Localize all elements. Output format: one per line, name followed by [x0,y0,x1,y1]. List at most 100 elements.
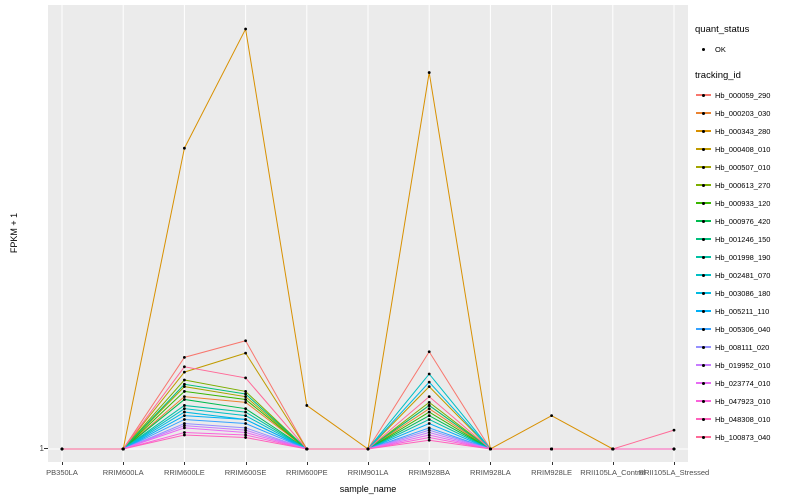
line-swatch-icon [695,159,712,176]
data-point [672,428,676,432]
legend-item-label: Hb_002481_070 [715,270,771,280]
line-swatch-icon [695,339,712,356]
point-marker-icon [702,129,705,133]
data-point [244,376,248,380]
legend-item-tracking-id: Hb_000507_010 [695,158,800,176]
line-swatch-icon [695,141,712,158]
data-point [244,400,248,404]
legend-item-tracking-id: Hb_047923_010 [695,392,800,410]
data-point [183,426,186,430]
data-point [244,431,248,434]
data-point [366,447,370,451]
legend-item-label: Hb_100873_040 [715,432,771,442]
data-point [427,436,431,439]
line-swatch-icon [695,393,712,410]
data-point [427,400,431,404]
line-swatch-icon [695,375,712,392]
data-point [183,414,186,418]
legend-item-tracking-id: Hb_000976_420 [695,212,800,230]
data-point [427,433,431,437]
data-point [611,447,615,451]
legend-item-label: Hb_005211_110 [715,306,770,316]
y-tick-label: 1 [39,444,44,453]
point-marker-icon [702,381,705,385]
line-swatch-icon [695,285,712,302]
legend-item-tracking-id: Hb_002481_070 [695,266,800,284]
legend-item-tracking-id: Hb_000059_290 [695,86,800,104]
data-point [183,424,186,428]
data-point [427,422,431,425]
x-tick-label: RRIM928LA [469,468,511,477]
legend-item-tracking-id: Hb_001998_190 [695,248,800,266]
plot-canvas [48,5,688,462]
point-marker-icon [702,417,705,421]
line-swatch-icon [695,321,712,338]
x-tick-mark [490,462,492,465]
data-point [244,418,248,421]
x-tick-mark [123,462,125,465]
data-point [244,414,248,418]
point-marker-icon [702,147,705,151]
plot-panel [48,5,688,462]
line-swatch-icon [695,87,712,104]
data-point [244,426,248,430]
data-point [244,351,248,355]
legend-item-label: Hb_047923_010 [715,396,771,406]
legend-item-label: Hb_019952_010 [715,360,771,370]
point-marker-icon [702,327,705,331]
data-point [427,414,431,418]
data-point [244,392,248,396]
y-axis-title: FPKM + 1 [9,212,19,254]
data-point [427,418,431,421]
data-point [121,447,125,451]
x-tick-label: RRIM600LA [102,468,144,477]
x-tick-label: RRIM901LA [347,468,389,477]
legend-item-tracking-id: Hb_048308_010 [695,410,800,428]
data-point [183,365,186,369]
data-point [427,407,431,411]
data-point [183,378,186,382]
point-marker-icon [702,345,705,349]
legend-item-tracking-id: Hb_005306_040 [695,320,800,338]
data-point [427,71,431,74]
point-marker-icon [702,201,705,205]
x-tick-label: RRII105LA_Stressed [638,468,710,477]
legend-item-label: Hb_048308_010 [715,414,771,424]
point-marker-icon [702,219,705,223]
point-marker-icon [702,47,705,51]
line-swatch-icon [695,123,712,140]
point-marker-icon [702,183,705,187]
ok-point-key [695,41,712,58]
data-point [427,380,431,384]
line-swatch-icon [695,231,712,248]
legend-item-tracking-id: Hb_100873_040 [695,428,800,446]
x-tick-label: RRIM600LE [163,468,205,477]
data-point [244,422,248,425]
data-point [183,407,186,411]
point-marker-icon [702,93,705,97]
legend-item-tracking-id: Hb_000408_010 [695,140,800,158]
line-swatch-icon [695,105,712,122]
data-point [305,447,309,451]
legend-item-ok: OK [695,40,800,58]
data-point [427,431,431,434]
data-point [244,433,248,437]
x-tick-label: RRIM928BA [408,468,451,477]
legend-item-tracking-id: Hb_023774_010 [695,374,800,392]
legend: quant_status OK tracking_id Hb_000059_29… [695,24,800,446]
data-point [183,433,186,437]
legend-item-label: OK [715,44,726,54]
legend-item-tracking-id: Hb_000343_280 [695,122,800,140]
data-point [183,355,186,359]
x-tick-label: PB350LA [46,468,78,477]
data-point [550,447,553,451]
data-point [183,398,186,401]
data-point [427,395,431,399]
data-point [183,431,186,434]
data-point [183,385,186,388]
legend-item-label: Hb_000408_010 [715,144,771,154]
x-tick-mark [368,462,369,465]
data-point [427,410,431,414]
x-tick-mark [674,462,675,465]
